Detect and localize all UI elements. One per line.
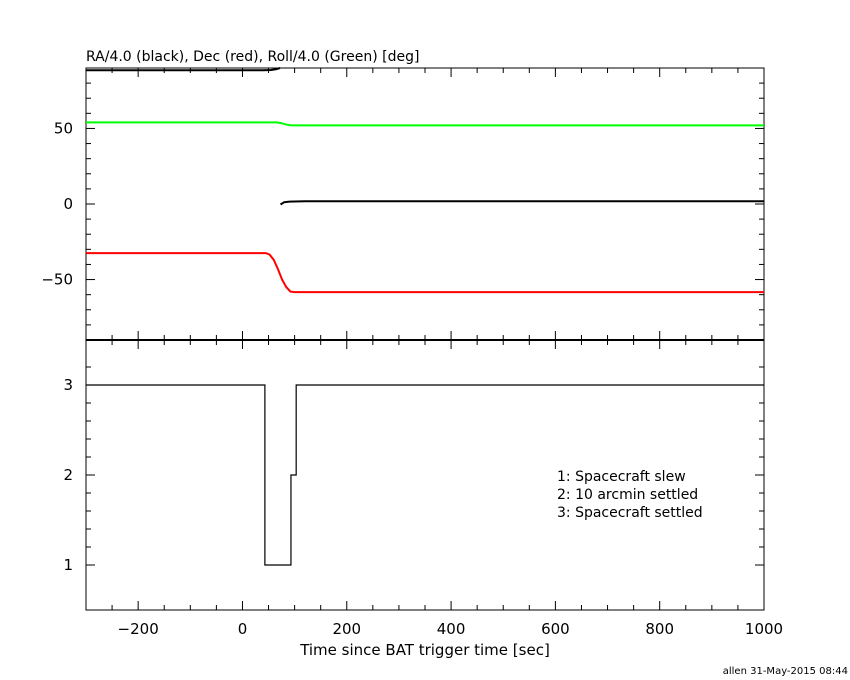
- x-tick-label: 800: [645, 620, 674, 638]
- attitude-panel: −50 0 50: [41, 67, 765, 341]
- x-tick-label: 1000: [745, 620, 783, 638]
- y-tick-label: 3: [63, 376, 73, 394]
- top-panel-frame: [85, 67, 765, 341]
- footer-stamp: allen 31-May-2015 08:44: [723, 666, 848, 677]
- x-tick-label: 400: [437, 620, 466, 638]
- series-line-ra-4-0: [86, 67, 281, 72]
- series-line-roll-4-0: [86, 121, 764, 127]
- x-tick-label: 200: [332, 620, 361, 638]
- x-axis-label: Time since BAT trigger time [sec]: [299, 641, 550, 659]
- settle-status-panel: −200 0 200 400 600 800 1000 1 2 3 1: Spacecraft sl…: [63, 339, 783, 638]
- y-tick-label: −50: [41, 271, 73, 289]
- series-line-ra-4-0: [279, 200, 764, 206]
- legend-entry: 2: 10 arcmin settled: [557, 487, 698, 503]
- y-tick-label: 2: [63, 466, 73, 484]
- y-tick-label: 1: [63, 556, 73, 574]
- settle-status-line: [86, 384, 764, 566]
- series-line-dec: [86, 252, 764, 294]
- x-tick-label: 600: [541, 620, 570, 638]
- y-tick-label: 0: [63, 195, 73, 213]
- y-tick-label: 50: [54, 119, 73, 137]
- legend-entry: 3: Spacecraft settled: [557, 505, 703, 521]
- x-tick-label: 0: [238, 620, 248, 638]
- legend-entry: 1: Spacecraft slew: [557, 469, 686, 485]
- x-tick-label: −200: [118, 620, 159, 638]
- chart-title: RA/4.0 (black), Dec (red), Roll/4.0 (Gre…: [86, 49, 419, 65]
